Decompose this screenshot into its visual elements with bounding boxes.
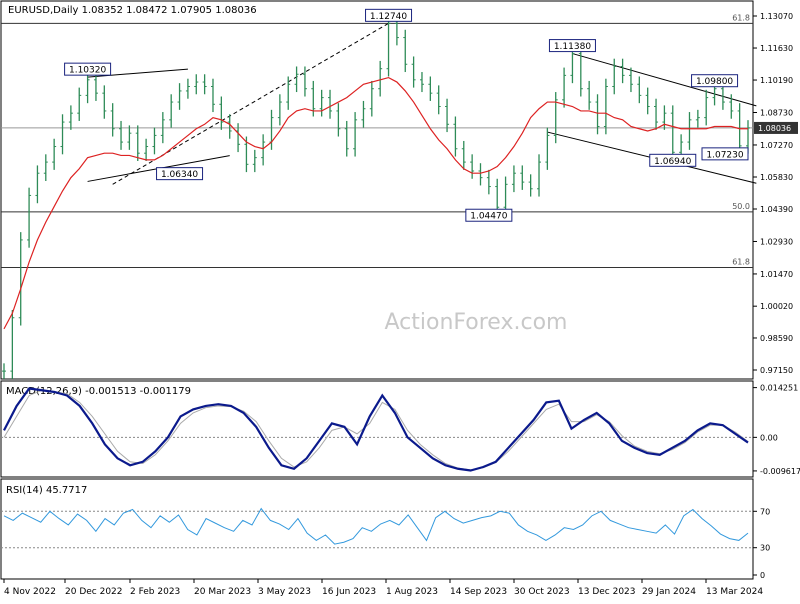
watermark: ActionForex.com (385, 310, 568, 335)
price-ytick-label: 0.97150 (760, 366, 793, 375)
rsi-title: RSI(14) 45.7717 (6, 485, 87, 496)
x-axis-label: 13 Mar 2024 (706, 587, 763, 597)
price-ytick-label: 1.13070 (760, 12, 793, 21)
price-ytick-label: 1.00020 (760, 302, 793, 311)
rsi-ytick-label: 30 (760, 544, 770, 553)
price-ytick-label: 1.05830 (760, 173, 793, 182)
fib-level-label: 61.8 (732, 13, 750, 22)
price-annotation-box (691, 74, 739, 88)
price-ytick-label: 0.98590 (760, 334, 793, 343)
rising-dashed-trendline (112, 22, 389, 185)
x-axis-label: 20 Mar 2023 (194, 587, 251, 597)
macd-ytick-label: -0.009617 (760, 467, 800, 476)
price-ytick-label: 1.08730 (760, 109, 793, 118)
x-axis-label: 29 Jan 2024 (642, 587, 696, 597)
macd-signal-line (3, 389, 749, 471)
macd-ytick-label: 0.00 (760, 433, 778, 442)
price-ytick-label: 1.07270 (760, 141, 793, 150)
price-annotation-box (548, 39, 596, 53)
price-ytick-label: 1.02930 (760, 237, 793, 246)
price-annotation-box (465, 208, 513, 222)
price-annotation-label: 1.06940 (654, 157, 691, 167)
x-axis-label: 16 Jun 2023 (322, 587, 376, 597)
x-axis-label: 4 Nov 2022 (4, 587, 56, 597)
price-annotation-box (701, 147, 749, 161)
fib-level-label: 61.8 (732, 257, 750, 266)
x-axis-label: 13 Dec 2023 (578, 587, 636, 597)
macd-line (3, 387, 749, 472)
price-annotation-label: 1.09800 (696, 77, 733, 87)
price-panel-frame (0, 0, 754, 380)
triangle-upper-trendline (87, 68, 188, 78)
x-axis-label: 20 Dec 2022 (65, 587, 123, 597)
fib-level-label: 50.0 (732, 202, 750, 211)
price-annotation-box (156, 167, 204, 181)
current-price-label: 1.08036 (758, 124, 791, 133)
current-price-box (754, 121, 798, 134)
price-annotation-label: 1.07230 (706, 150, 743, 160)
x-axis-label: 3 May 2023 (258, 587, 311, 597)
macd-title: MACD(12,26,9) -0.001513 -0.001179 (6, 386, 191, 397)
macd-panel-frame (0, 380, 754, 478)
symbol-header: EURUSD,Daily 1.08352 1.08472 1.07905 1.0… (8, 5, 257, 16)
price-ytick-label: 1.10190 (760, 76, 793, 85)
moving-average-line (3, 76, 748, 330)
price-annotation-box (649, 153, 697, 167)
price-ytick-label: 1.01470 (760, 270, 793, 279)
rsi-ytick-label: 70 (760, 507, 770, 516)
price-annotation-label: 1.06340 (161, 170, 198, 180)
x-axis-label: 30 Oct 2023 (514, 587, 570, 597)
macd-ytick-label: 0.014251 (760, 384, 798, 393)
channel-upper-trendline (572, 53, 757, 107)
rsi-panel-frame (0, 478, 754, 580)
price-annotation-box (365, 8, 413, 22)
price-annotation-box (64, 62, 112, 76)
x-axis-label: 14 Sep 2023 (450, 587, 507, 597)
rsi-line (3, 507, 749, 545)
x-axis-label: 2 Feb 2023 (130, 587, 180, 597)
price-ytick-label: 1.11630 (760, 44, 793, 53)
price-annotation-label: 1.10320 (69, 66, 106, 76)
x-axis-label: 1 Aug 2023 (386, 587, 438, 597)
price-annotation-label: 1.04470 (470, 212, 507, 222)
price-annotation-label: 1.11380 (554, 42, 591, 52)
price-ytick-label: 1.04390 (760, 205, 793, 214)
price-annotation-label: 1.12740 (370, 12, 407, 22)
rsi-ytick-label: 0 (760, 571, 765, 580)
